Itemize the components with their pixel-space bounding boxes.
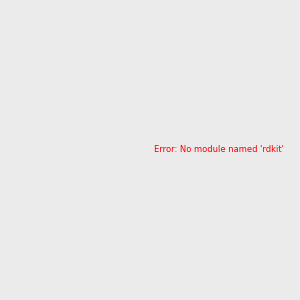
Text: Error: No module named 'rdkit': Error: No module named 'rdkit' xyxy=(154,145,284,154)
